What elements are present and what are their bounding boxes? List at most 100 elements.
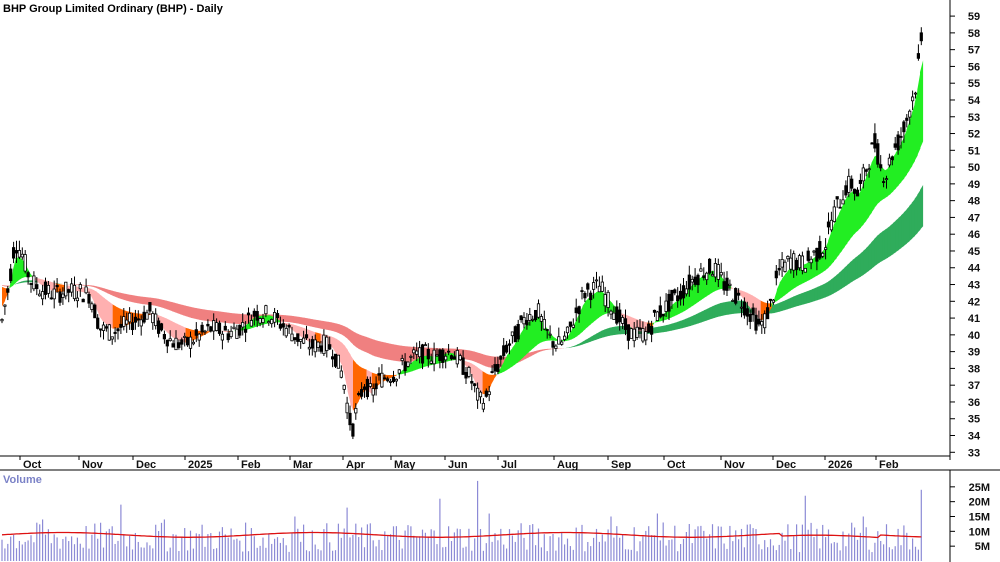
price-tick-label: 50: [968, 162, 980, 174]
volume-bar: [685, 531, 687, 561]
candle-body: [139, 319, 143, 327]
long-ema-band-segment: [857, 253, 861, 279]
volume-bar: [27, 540, 29, 561]
volume-bar: [471, 550, 473, 561]
price-tick-label: 42: [968, 296, 980, 308]
volume-bar: [259, 545, 261, 561]
candle-body: [32, 275, 36, 290]
long-ema-band-segment: [20, 280, 24, 283]
volume-bar: [82, 547, 84, 561]
candle-body: [890, 156, 894, 161]
long-ema-band-segment: [353, 331, 357, 347]
short-ema-band-segment: [574, 318, 578, 338]
long-ema-band-segment: [663, 325, 667, 333]
volume-bar: [729, 525, 731, 561]
volume-bar: [227, 537, 229, 561]
volume-bar: [564, 544, 566, 561]
volume-bar: [743, 547, 745, 561]
candle-body: [873, 133, 877, 149]
short-ema-band-segment: [58, 283, 62, 292]
candle-body: [577, 306, 581, 315]
volume-bar: [187, 550, 189, 561]
volume-bar: [775, 550, 777, 561]
candle-body: [339, 370, 343, 378]
candle-body: [745, 308, 749, 317]
candle-body: [815, 247, 819, 262]
volume-bar: [1, 539, 3, 561]
short-ema-band-segment: [501, 360, 505, 373]
volume-bar: [552, 533, 554, 561]
long-ema-band-segment: [731, 300, 735, 315]
volume-bar: [352, 534, 354, 561]
candle-body: [531, 318, 535, 321]
long-ema-band-segment: [326, 321, 330, 331]
volume-bar: [868, 549, 870, 561]
long-ema-band-segment: [18, 281, 22, 284]
long-ema-band-segment: [474, 351, 478, 363]
long-ema-band-segment: [528, 352, 532, 358]
volume-bar: [735, 530, 737, 561]
volume-bar: [738, 539, 740, 561]
volume-bar: [253, 536, 255, 561]
candle-body: [470, 380, 474, 384]
long-ema-band-segment: [101, 287, 105, 292]
price-tick-label: 47: [968, 212, 980, 224]
time-axis-ticks: Oct Nov Dec 2025 Feb Mar Apr May Jun Jul Aug Sep Oct…: [19, 456, 899, 471]
candle-body: [342, 384, 346, 390]
volume-bar: [604, 541, 606, 561]
long-ema-band-segment: [334, 322, 338, 333]
long-ema-band-segment: [579, 341, 583, 346]
volume-bar: [787, 524, 789, 561]
candle-body: [684, 288, 689, 295]
volume-axis-ticks: 25M 20M 15M 10M 5M: [950, 482, 990, 553]
long-ema-band-segment: [736, 300, 740, 314]
time-tick-label: Oct: [23, 459, 42, 471]
candle-body: [55, 285, 59, 288]
candle-body: [278, 323, 283, 329]
short-ema-band-segment: [749, 294, 753, 311]
candle-body: [246, 312, 251, 316]
volume-bar: [822, 524, 824, 561]
short-ema-band-segment: [860, 184, 864, 228]
candle-body: [354, 408, 358, 414]
long-ema-band-segment: [382, 342, 386, 360]
volume-bar: [349, 537, 351, 561]
candle-body: [589, 292, 593, 301]
long-ema-band-segment: [911, 198, 915, 239]
candle-body: [800, 255, 805, 271]
volume-bar: [387, 535, 389, 561]
long-ema-band-segment: [841, 267, 845, 289]
volume-bar: [767, 547, 769, 561]
volume-bar: [236, 538, 238, 561]
candle-body: [911, 96, 915, 102]
volume-bar: [755, 529, 757, 561]
long-ema-band-segment: [668, 323, 672, 332]
long-ema-band-segment: [536, 350, 540, 354]
candle-body: [586, 283, 590, 290]
candle-body: [380, 372, 384, 388]
volume-bar: [761, 549, 763, 561]
long-ema-band-segment: [193, 307, 197, 320]
chart-title: BHP Group Limited Ordinary (BHP) - Daily: [3, 3, 224, 15]
candlesticks: [0, 27, 923, 440]
short-ema-band-segment: [334, 337, 338, 356]
volume-bar: [485, 543, 487, 561]
volume-bar: [247, 551, 250, 561]
candle-body: [534, 309, 538, 321]
candle-body: [705, 272, 709, 281]
volume-bar: [372, 540, 374, 561]
volume-bar: [813, 537, 815, 561]
candle-body: [357, 392, 361, 396]
volume-bar: [674, 525, 676, 561]
long-ema-band-segment: [701, 310, 705, 323]
short-ema-band-segment: [504, 355, 508, 372]
price-tick-label: 36: [968, 397, 980, 409]
volume-bar: [323, 529, 325, 561]
volume-bar: [424, 532, 426, 561]
short-ema-band-segment: [339, 340, 343, 367]
short-ema-band-segment: [388, 374, 392, 380]
candle-body: [699, 268, 703, 272]
volume-bar: [691, 543, 693, 561]
volume-bar: [427, 536, 429, 561]
volume-bar: [488, 513, 490, 561]
